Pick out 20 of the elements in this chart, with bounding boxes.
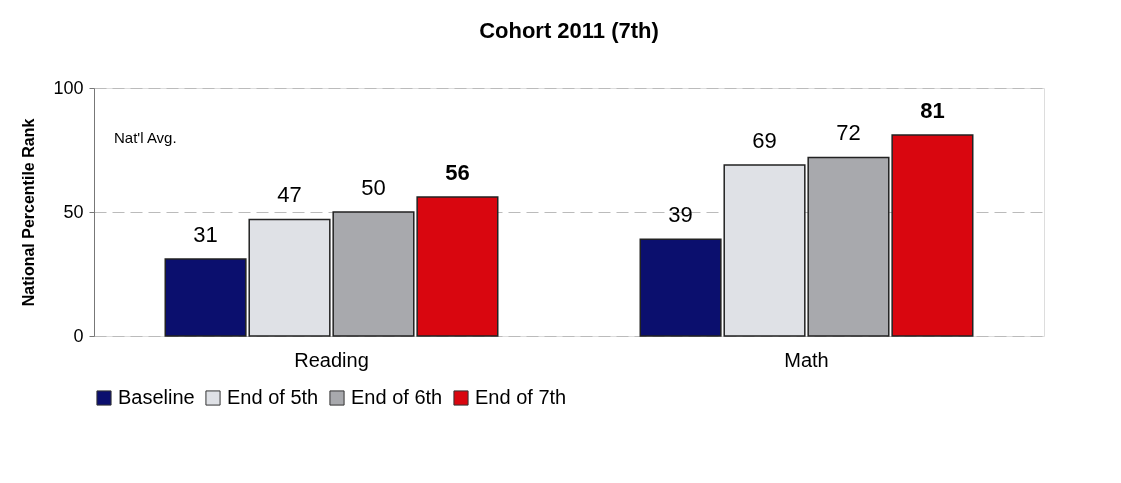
- annotation: Nat'l Avg.: [114, 129, 177, 146]
- legend-label: End of 5th: [227, 386, 319, 408]
- x-tick-label: Reading: [294, 348, 369, 371]
- legend-label: End of 7th: [475, 386, 567, 408]
- data-label: 47: [277, 182, 302, 208]
- x-tick-label: Math: [784, 348, 829, 371]
- y-axis-title: National Percentile Rank: [20, 118, 38, 307]
- y-tick-label: 0: [73, 325, 84, 346]
- legend-label: Baseline: [118, 386, 195, 408]
- data-label: 31: [193, 222, 218, 248]
- y-tick-label: 50: [63, 201, 84, 222]
- data-label: 50: [361, 175, 386, 200]
- data-label: 69: [752, 127, 777, 153]
- data-label: 56: [445, 160, 470, 186]
- legend-label: End of 6th: [351, 386, 443, 408]
- data-label: 72: [836, 120, 861, 146]
- data-label: 39: [668, 202, 693, 228]
- chart-title: Cohort 2011 (7th): [479, 18, 659, 43]
- y-tick-label: 100: [53, 77, 84, 98]
- data-label: 81: [920, 98, 945, 124]
